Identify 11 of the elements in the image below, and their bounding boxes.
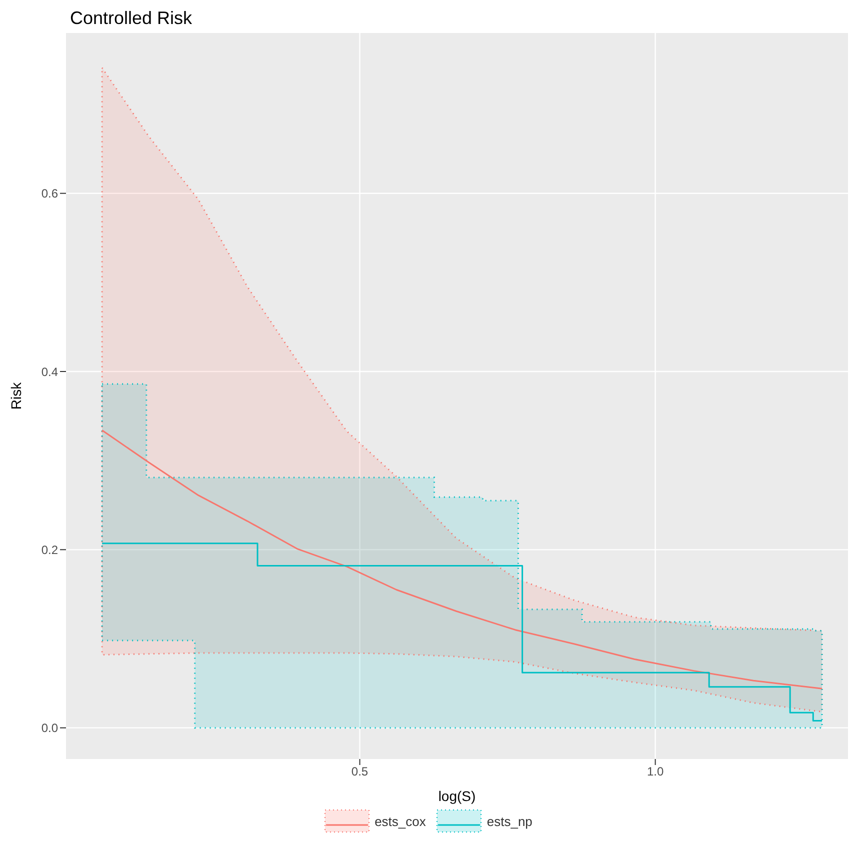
y-axis-title: Risk xyxy=(8,381,24,410)
y-tick-label: 0.0 xyxy=(41,721,58,736)
x-tick-label: 0.5 xyxy=(351,764,368,779)
legend-label: ests_np xyxy=(486,814,532,828)
x-axis-title: log(S) xyxy=(438,788,476,804)
x-tick-label: 1.0 xyxy=(646,764,664,779)
y-tick-label: 0.6 xyxy=(41,186,58,201)
y-tick-label: 0.4 xyxy=(41,364,58,379)
legend-label: ests_cox xyxy=(374,814,426,828)
y-tick-label: 0.2 xyxy=(41,542,58,557)
chart-title: Controlled Risk xyxy=(70,8,194,29)
